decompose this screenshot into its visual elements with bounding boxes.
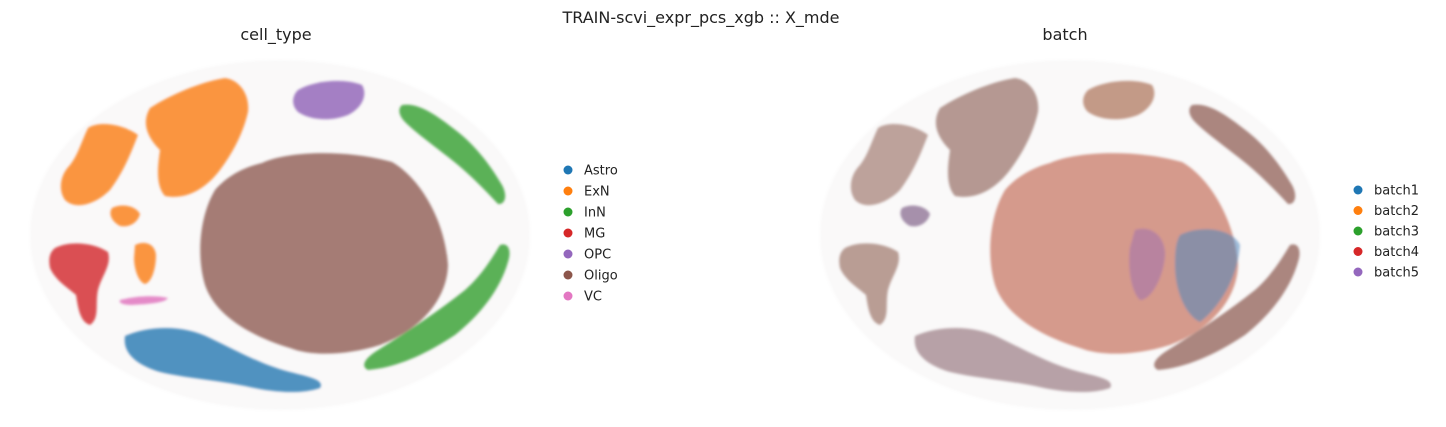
legend-label-exn: ExN	[584, 185, 610, 200]
legend-label-batch3: batch3	[1374, 225, 1419, 240]
legend-cell-type: Astro ExN InN MG OPC Oligo VC	[563, 164, 618, 305]
panel-title-batch: batch	[1042, 25, 1087, 44]
legend-marker-opc	[563, 249, 573, 259]
panel-cell-type: cell_type Astro ExN InN MG OPC Oligo VC	[30, 25, 618, 410]
legend-marker-astro	[563, 165, 573, 175]
legend-label-inn: InN	[584, 206, 606, 221]
cluster-fringe	[820, 60, 1320, 410]
legend-marker-vc	[563, 291, 573, 301]
legend-marker-batch4	[1353, 247, 1363, 256]
legend-label-batch2: batch2	[1374, 204, 1419, 219]
legend-label-opc: OPC	[584, 248, 611, 263]
legend-label-batch1: batch1	[1374, 184, 1419, 199]
legend-marker-oligo	[563, 270, 573, 280]
legend-label-batch5: batch5	[1374, 266, 1419, 281]
legend-marker-batch2	[1353, 206, 1363, 215]
legend-marker-batch1	[1353, 185, 1363, 195]
figure-suptitle: TRAIN-scvi_expr_pcs_xgb :: X_mde	[561, 8, 839, 28]
scatter-clusters-cell-type	[30, 60, 530, 410]
cluster-fringe	[30, 60, 530, 410]
legend-batch: batch1 batch2 batch3 batch4 batch5	[1353, 184, 1419, 281]
legend-marker-mg	[563, 228, 573, 238]
legend-label-oligo: Oligo	[584, 269, 618, 284]
legend-label-astro: Astro	[584, 164, 618, 179]
legend-marker-inn	[563, 207, 573, 217]
panel-batch: batch batch1 batch2 batch3 batch4 batch5	[820, 25, 1419, 410]
legend-marker-batch5	[1353, 267, 1363, 277]
legend-marker-exn	[563, 186, 573, 196]
legend-label-vc: VC	[584, 290, 602, 305]
legend-label-mg: MG	[584, 227, 605, 242]
legend-marker-batch3	[1353, 226, 1363, 236]
scatter-clusters-batch	[820, 60, 1320, 410]
legend-label-batch4: batch4	[1374, 245, 1419, 260]
panel-title-cell-type: cell_type	[240, 25, 311, 45]
